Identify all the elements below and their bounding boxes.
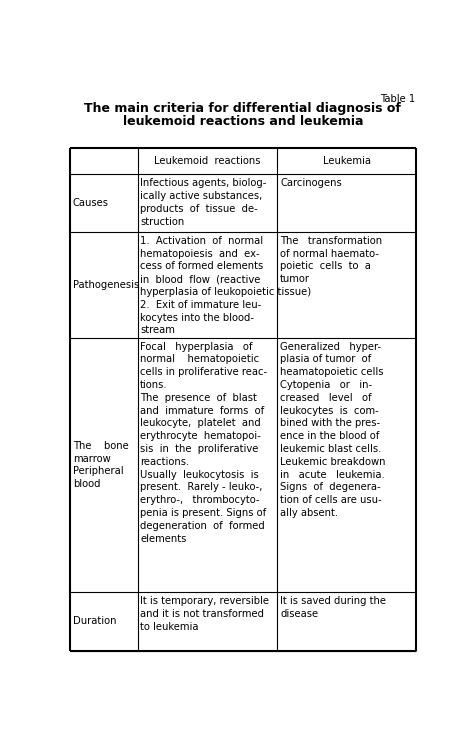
Text: Causes: Causes [73,198,109,208]
Text: It is saved during the
disease: It is saved during the disease [280,596,386,619]
Text: Carcinogens: Carcinogens [280,178,342,188]
Text: Infectious agents, biolog-
ically active substances,
products  of  tissue  de-
s: Infectious agents, biolog- ically active… [140,178,266,227]
Text: 1.  Activation  of  normal
hematopoiesis  and  ex-
cess of formed elements
in  b: 1. Activation of normal hematopoiesis an… [140,236,311,336]
Text: It is temporary, reversible
and it is not transformed
to leukemia: It is temporary, reversible and it is no… [140,596,269,632]
Text: Duration: Duration [73,617,116,626]
Text: Generalized   hyper-
plasia of tumor  of
heamatopoietic cells
Cytopenia   or   i: Generalized hyper- plasia of tumor of he… [280,342,385,518]
Text: The    bone
marrow
Peripheral
blood: The bone marrow Peripheral blood [73,441,128,489]
Text: Focal   hyperplasia   of
normal    hematopoietic
cells in proliferative reac-
ti: Focal hyperplasia of normal hematopoieti… [140,342,267,544]
Text: The main criteria for differential diagnosis of: The main criteria for differential diagn… [84,102,401,116]
Text: The   transformation
of normal haemato-
poietic  cells  to  a
tumor: The transformation of normal haemato- po… [280,236,382,284]
Text: leukemoid reactions and leukemia: leukemoid reactions and leukemia [123,115,363,128]
Text: Pathogenesis: Pathogenesis [73,280,139,290]
Text: Leukemoid  reactions: Leukemoid reactions [154,156,261,166]
Text: Table 1: Table 1 [380,94,416,104]
Text: Leukemia: Leukemia [322,156,371,166]
